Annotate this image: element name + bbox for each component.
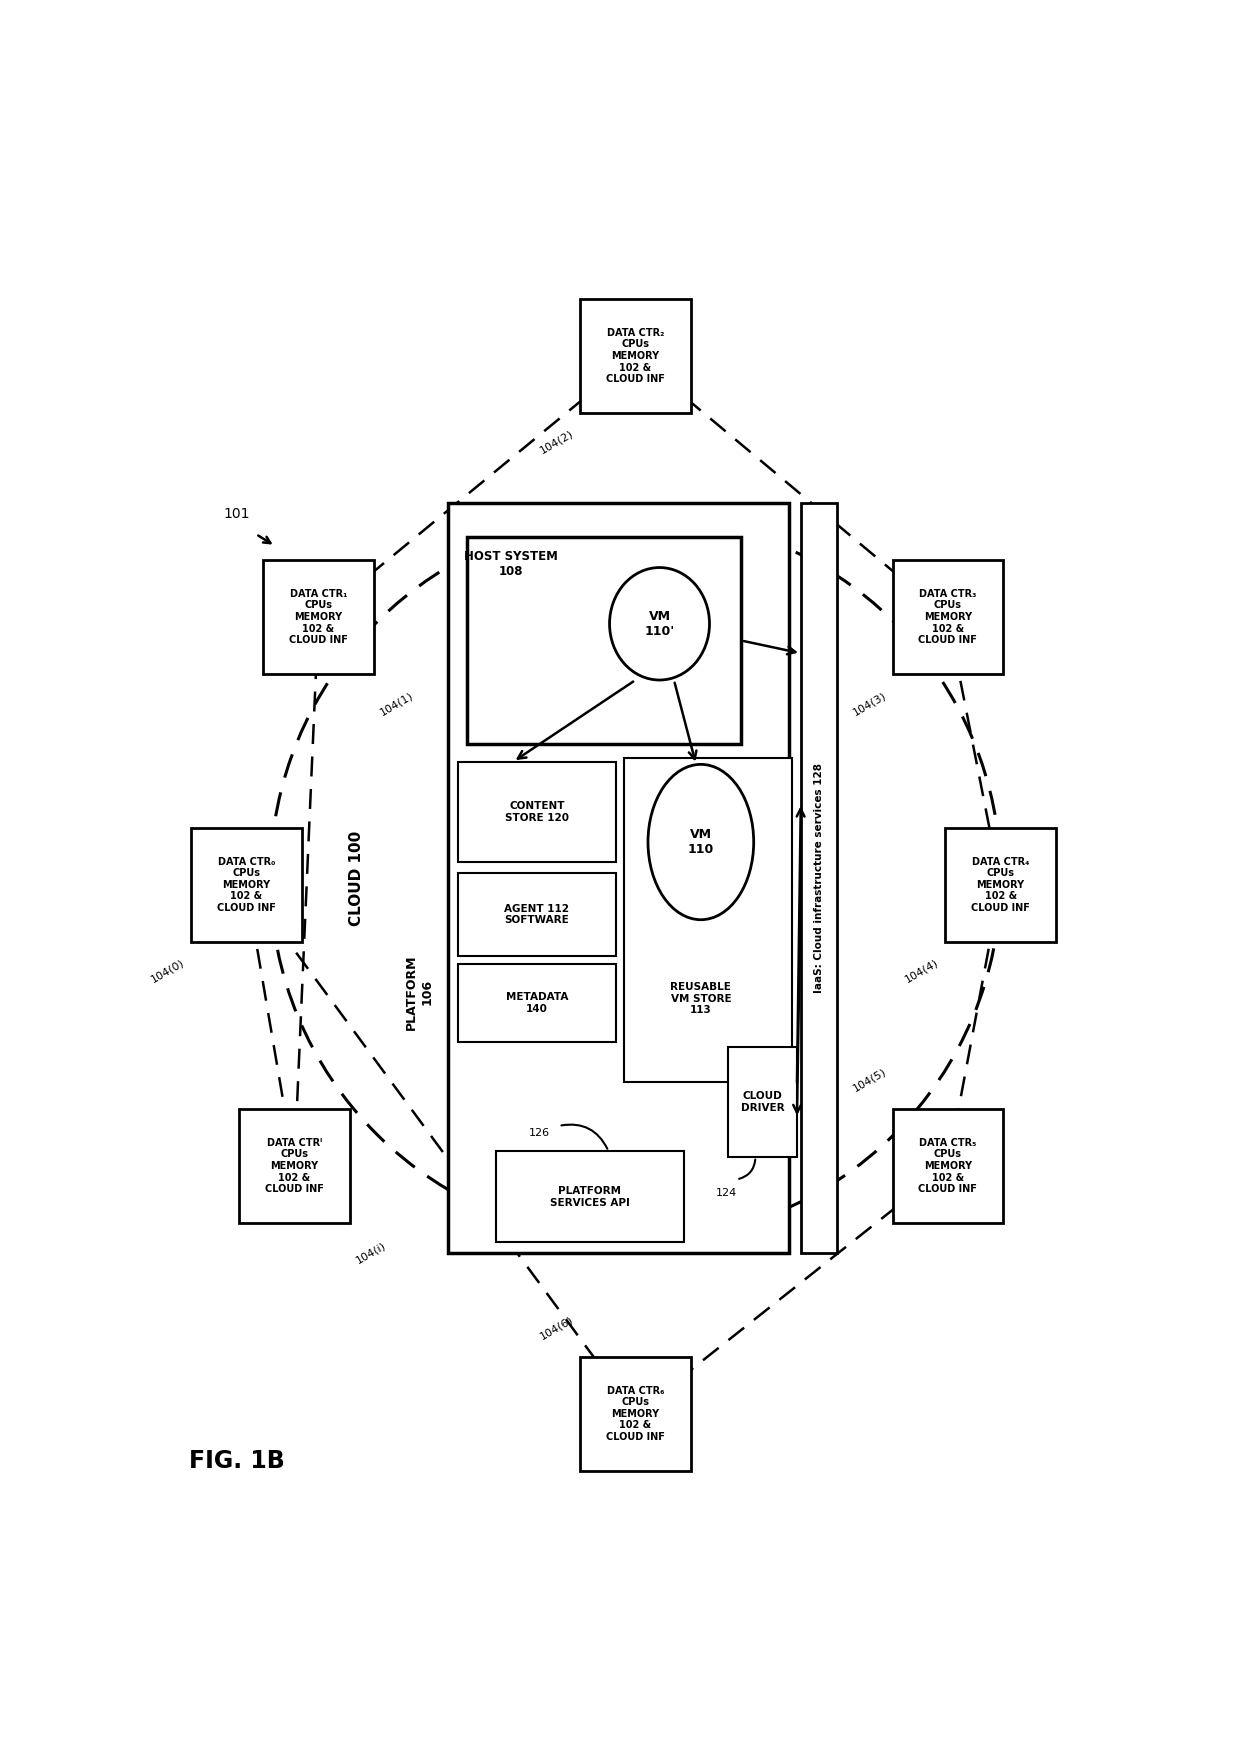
Text: 104(i): 104(i) [355,1240,388,1264]
Bar [448,503,789,1254]
Text: DATA CTR₄
CPUs
MEMORY
102 &
CLOUD INF: DATA CTR₄ CPUs MEMORY 102 & CLOUD INF [971,857,1030,913]
Text: FIG. 1B: FIG. 1B [188,1449,284,1473]
Text: HOST SYSTEM
108: HOST SYSTEM 108 [464,550,558,577]
Text: PLATFORM
106: PLATFORM 106 [405,955,433,1029]
Text: 104(6): 104(6) [538,1315,575,1341]
Ellipse shape [610,567,709,680]
Text: 104(0): 104(0) [149,958,186,984]
Bar [263,560,373,675]
Text: CONTENT
STORE 120: CONTENT STORE 120 [505,802,569,823]
Text: DATA CTR₅
CPUs
MEMORY
102 &
CLOUD INF: DATA CTR₅ CPUs MEMORY 102 & CLOUD INF [919,1137,977,1195]
Text: DATA CTR₀
CPUs
MEMORY
102 &
CLOUD INF: DATA CTR₀ CPUs MEMORY 102 & CLOUD INF [217,857,275,913]
Bar [624,758,792,1082]
Text: VM
110': VM 110' [645,610,675,638]
Text: IaaS: Cloud infrastructure services 128: IaaS: Cloud infrastructure services 128 [813,763,825,993]
Bar [801,503,837,1254]
Text: DATA CTRᴵ
CPUs
MEMORY
102 &
CLOUD INF: DATA CTRᴵ CPUs MEMORY 102 & CLOUD INF [265,1137,324,1195]
Bar [496,1151,683,1242]
Bar [458,762,616,863]
Ellipse shape [649,765,754,920]
Bar [893,560,1003,675]
Bar [239,1109,350,1223]
Bar [580,299,691,412]
Text: METADATA
140: METADATA 140 [506,991,568,1014]
Text: CLOUD 100: CLOUD 100 [350,831,365,925]
Bar [728,1047,797,1156]
Bar [580,1356,691,1471]
Text: PLATFORM
SERVICES API: PLATFORM SERVICES API [549,1186,630,1207]
Text: DATA CTR₆
CPUs
MEMORY
102 &
CLOUD INF: DATA CTR₆ CPUs MEMORY 102 & CLOUD INF [606,1386,665,1442]
Text: 126: 126 [528,1127,551,1137]
Text: 104(4): 104(4) [904,958,941,984]
Text: DATA CTR₂
CPUs
MEMORY
102 &
CLOUD INF: DATA CTR₂ CPUs MEMORY 102 & CLOUD INF [606,327,665,384]
Bar [191,828,301,943]
Text: 104(3): 104(3) [851,690,888,716]
Text: 104(1): 104(1) [378,690,415,716]
Text: DATA CTR₃
CPUs
MEMORY
102 &
CLOUD INF: DATA CTR₃ CPUs MEMORY 102 & CLOUD INF [919,590,977,645]
Text: REUSABLE
VM STORE
113: REUSABLE VM STORE 113 [671,983,732,1016]
Text: 124: 124 [717,1188,738,1198]
Text: VM
110: VM 110 [688,828,714,856]
Bar [945,828,1056,943]
Text: AGENT 112
SOFTWARE: AGENT 112 SOFTWARE [505,904,569,925]
Text: CLOUD
DRIVER: CLOUD DRIVER [740,1090,784,1113]
Bar [467,537,742,744]
Bar [893,1109,1003,1223]
Text: DATA CTR₁
CPUs
MEMORY
102 &
CLOUD INF: DATA CTR₁ CPUs MEMORY 102 & CLOUD INF [289,590,347,645]
Bar [458,963,616,1042]
Text: 104(5): 104(5) [851,1066,888,1094]
Text: 104(2): 104(2) [538,430,575,456]
Text: 101: 101 [223,508,250,522]
Bar [458,873,616,956]
